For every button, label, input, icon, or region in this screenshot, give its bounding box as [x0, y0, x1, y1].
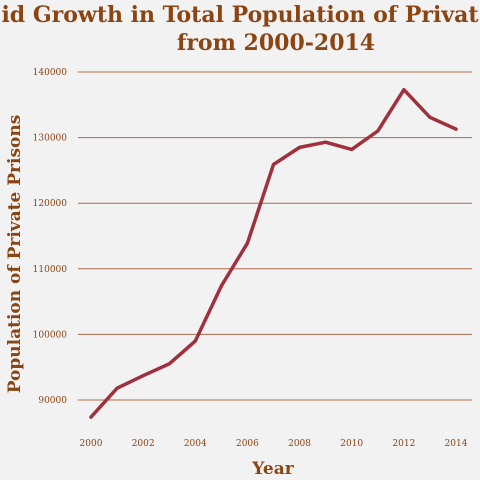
series-line — [89, 87, 458, 419]
data-point — [167, 362, 171, 366]
x-tick-label: 2014 — [445, 439, 468, 449]
chart-title-line2: from 2000-2014 — [177, 30, 375, 56]
x-tick-label: 2010 — [340, 439, 363, 449]
x-axis-title: Year — [251, 459, 294, 479]
y-tick-label: 120000 — [33, 199, 68, 209]
chart-title-line1: id Growth in Total Population of Privat — [1, 2, 479, 28]
data-point — [297, 145, 302, 150]
data-point — [219, 284, 223, 288]
data-point — [141, 374, 145, 378]
series — [89, 87, 458, 419]
x-tick-label: 2002 — [132, 439, 155, 449]
y-tick-label: 110000 — [33, 265, 68, 275]
y-tick-label: 90000 — [38, 396, 67, 406]
data-point — [193, 339, 197, 343]
x-tick-label: 2008 — [288, 439, 311, 449]
data-point — [324, 140, 328, 144]
x-tick-label: 2006 — [236, 439, 259, 449]
x-tick-label: 2004 — [184, 439, 207, 449]
data-point — [376, 129, 380, 133]
y-tick-label: 100000 — [33, 330, 68, 340]
data-point — [115, 386, 119, 390]
data-point — [350, 147, 354, 152]
data-point — [454, 127, 458, 131]
data-point — [428, 115, 432, 119]
x-tick-label: 2012 — [392, 439, 415, 449]
x-tick-label: 2000 — [80, 439, 103, 449]
x-tick-labels: 2000 2002 2004 2006 2008 2010 2012 2014 — [80, 439, 468, 449]
y-axis-title: Population of Private Prisons — [5, 115, 25, 394]
y-tick-labels: 90000 100000 110000 120000 130000 140000 — [33, 68, 68, 406]
data-point — [89, 415, 93, 419]
gridlines — [78, 71, 472, 401]
data-point — [402, 88, 406, 92]
y-tick-label: 140000 — [33, 68, 68, 78]
data-point — [271, 162, 276, 167]
data-point — [245, 241, 250, 245]
y-tick-label: 130000 — [33, 134, 68, 144]
